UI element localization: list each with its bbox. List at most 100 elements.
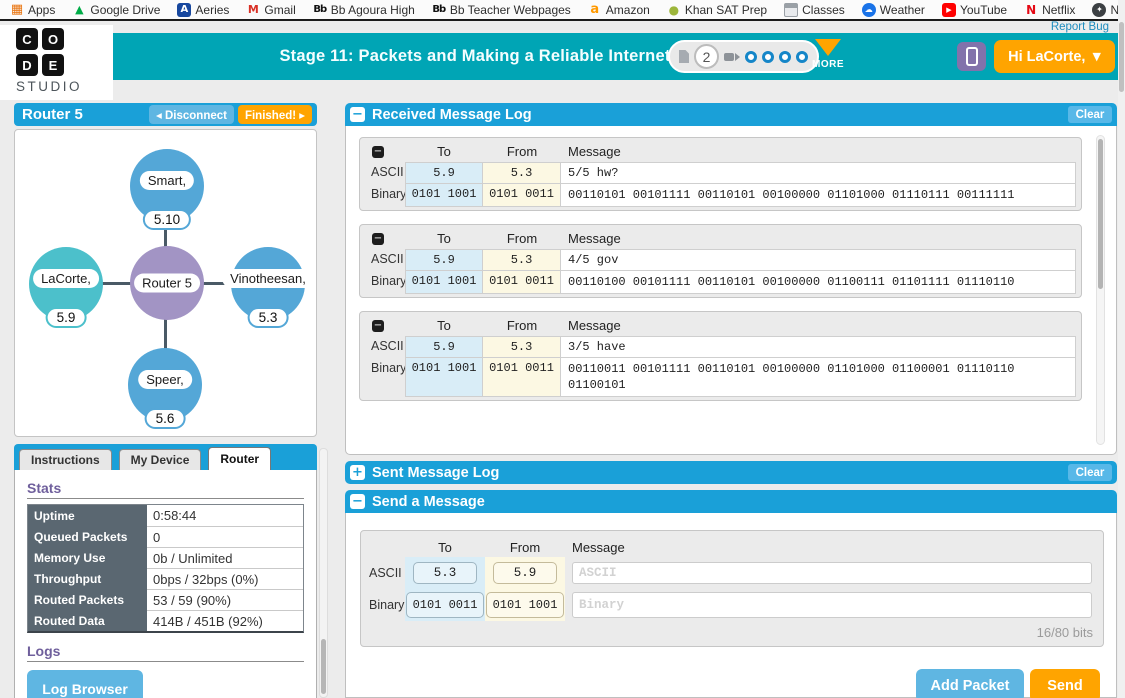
panel-tab[interactable]: Router [208,447,272,470]
bookmark-item[interactable]: Bb Agoura High [313,3,415,17]
stat-label: Queued Packets [28,526,147,547]
document-icon [679,50,689,63]
panel-tab[interactable]: My Device [118,449,202,470]
network-device-node: LaCorte, 5.9 [29,247,103,328]
level-bubble[interactable] [762,50,774,63]
bookmark-icon [1092,2,1107,17]
collapse-entry-icon[interactable]: − [372,319,384,332]
chevron-down-icon: ▼ [1092,50,1101,63]
level-bubble[interactable] [779,50,791,63]
bookmark-icon [72,3,86,17]
page-scrollbar-thumb[interactable] [1119,22,1124,92]
bookmark-item[interactable]: Classes [784,2,845,17]
finished-button[interactable]: Finished! ▸ [238,105,312,124]
left-panel-scrollbar[interactable] [319,448,328,698]
device-address-label: 5.6 [144,408,186,429]
send-button[interactable]: Send [1030,669,1100,698]
entry-ascii-row: ASCII 5.9 5.3 5/5 hw? [365,162,1076,184]
current-level-bubble[interactable]: 2 [694,44,719,69]
send-message-body: To From Message ASCII Binary [345,513,1117,698]
bookmark-icon [941,2,956,17]
user-menu-button[interactable]: Hi LaCorte, ▼ [994,40,1115,73]
bookmark-item[interactable]: Gmail [246,3,295,17]
received-log-scrollbar[interactable] [1096,135,1105,445]
collapse-entry-icon[interactable]: − [372,145,384,158]
expand-section-icon[interactable]: + [350,465,365,480]
panel-tab[interactable]: Instructions [19,449,112,470]
router-title-bar: Router 5 ◂ Disconnect Finished! ▸ [14,103,317,126]
bookmark-item[interactable]: Aeries [177,2,229,17]
code-studio-logo[interactable]: C O D E STUDIO [0,25,113,100]
received-log-scrollbar-thumb[interactable] [1098,139,1103,289]
to-address-binary: 0101 1001 [405,271,483,294]
router-node: Router 5 [130,246,204,320]
to-address-binary-input[interactable] [406,592,484,618]
to-column-header: To [438,539,452,555]
level-bubble[interactable] [745,50,757,63]
stats-heading: Stats [27,480,304,499]
level-bubble[interactable] [796,50,808,63]
panel-tab-label: My Device [130,453,190,467]
clear-received-log-button[interactable]: Clear [1068,106,1112,123]
message-binary-input[interactable] [572,592,1092,618]
to-column-header: To [437,318,451,333]
more-triangle-icon [815,39,841,56]
stat-value: 414B / 451B (92%) [147,610,303,631]
more-label: MORE [812,59,844,70]
collapse-entry-icon[interactable]: − [372,232,384,245]
stat-value: 0b / Unlimited [147,547,303,568]
collapse-section-icon[interactable]: − [350,494,365,509]
bookmark-item[interactable]: Khan SAT Prep [667,3,767,17]
device-address-label: 5.9 [45,307,87,328]
packet-form: To From Message ASCII Binary [360,530,1104,647]
report-bug-link[interactable]: Report Bug [1050,21,1109,33]
stage-title: Stage 11: Packets and Making a Reliable … [279,47,671,65]
page-scrollbar[interactable] [1118,0,1125,698]
received-message-log-section: − Received Message Log Clear − To From M… [345,103,1117,455]
log-browser-button[interactable]: Log Browser [27,670,143,698]
send-actions: Add Packet Send [360,669,1104,698]
send-message-header: − Send a Message [345,490,1117,513]
more-dropdown[interactable]: MORE [812,39,844,70]
sent-log-title: Sent Message Log [372,464,500,481]
bookmark-item[interactable]: Weather [861,2,925,17]
clear-sent-log-button[interactable]: Clear [1068,464,1112,481]
bookmark-item[interactable]: Google Drive [72,3,160,17]
from-address-binary-input[interactable] [486,592,564,618]
entry-binary-row: Binary 0101 1001 0101 0011 00110101 0010… [365,184,1076,207]
panel-tab-label: Router [220,452,260,466]
from-column-header: From [506,318,538,333]
bookmark-item[interactable]: Apps [10,3,55,17]
bookmark-label: Khan SAT Prep [684,2,768,17]
received-log-body: − To From Message ASCII 5.9 5.3 5/5 hw? [345,126,1117,455]
binary-row-label: Binary [371,187,407,201]
stat-value: 0 [147,526,303,547]
collapse-section-icon[interactable]: − [350,107,365,122]
add-packet-button[interactable]: Add Packet [916,669,1024,698]
bookmark-label: Apps [28,2,56,17]
form-binary-row: Binary [369,589,1095,621]
from-column-header: From [506,144,538,159]
to-address-ascii: 5.9 [405,249,483,271]
left-panel-scrollbar-thumb[interactable] [321,639,326,694]
disconnect-button[interactable]: ◂ Disconnect [149,105,234,124]
network-device-node: Vinotheesan, 5.3 [222,247,314,328]
to-address-binary: 0101 1001 [405,358,483,397]
entry-binary-row: Binary 0101 1001 0101 0011 00110100 0010… [365,271,1076,294]
bookmark-label: Amazon [605,2,650,17]
bookmark-item[interactable]: Amazon [588,3,650,17]
mobile-device-button[interactable] [957,42,986,71]
device-address-label: 5.10 [142,209,192,230]
bookmark-label: Gmail [264,2,296,17]
stat-value: 53 / 59 (90%) [147,589,303,610]
bookmark-item[interactable]: YouTube [941,2,1007,17]
bookmark-item[interactable]: Netflix [1024,3,1075,17]
message-ascii-input[interactable] [572,562,1092,584]
message-binary: 00110100 00101111 00110101 00100000 0110… [561,271,1076,294]
received-log-title: Received Message Log [372,106,532,123]
binary-row-label: Binary [369,598,405,612]
to-address-ascii-input[interactable] [413,562,477,584]
bookmark-item[interactable]: Bb Teacher Webpages [432,3,571,17]
from-address-ascii-input[interactable] [493,562,557,584]
from-address-ascii: 5.3 [483,249,561,271]
